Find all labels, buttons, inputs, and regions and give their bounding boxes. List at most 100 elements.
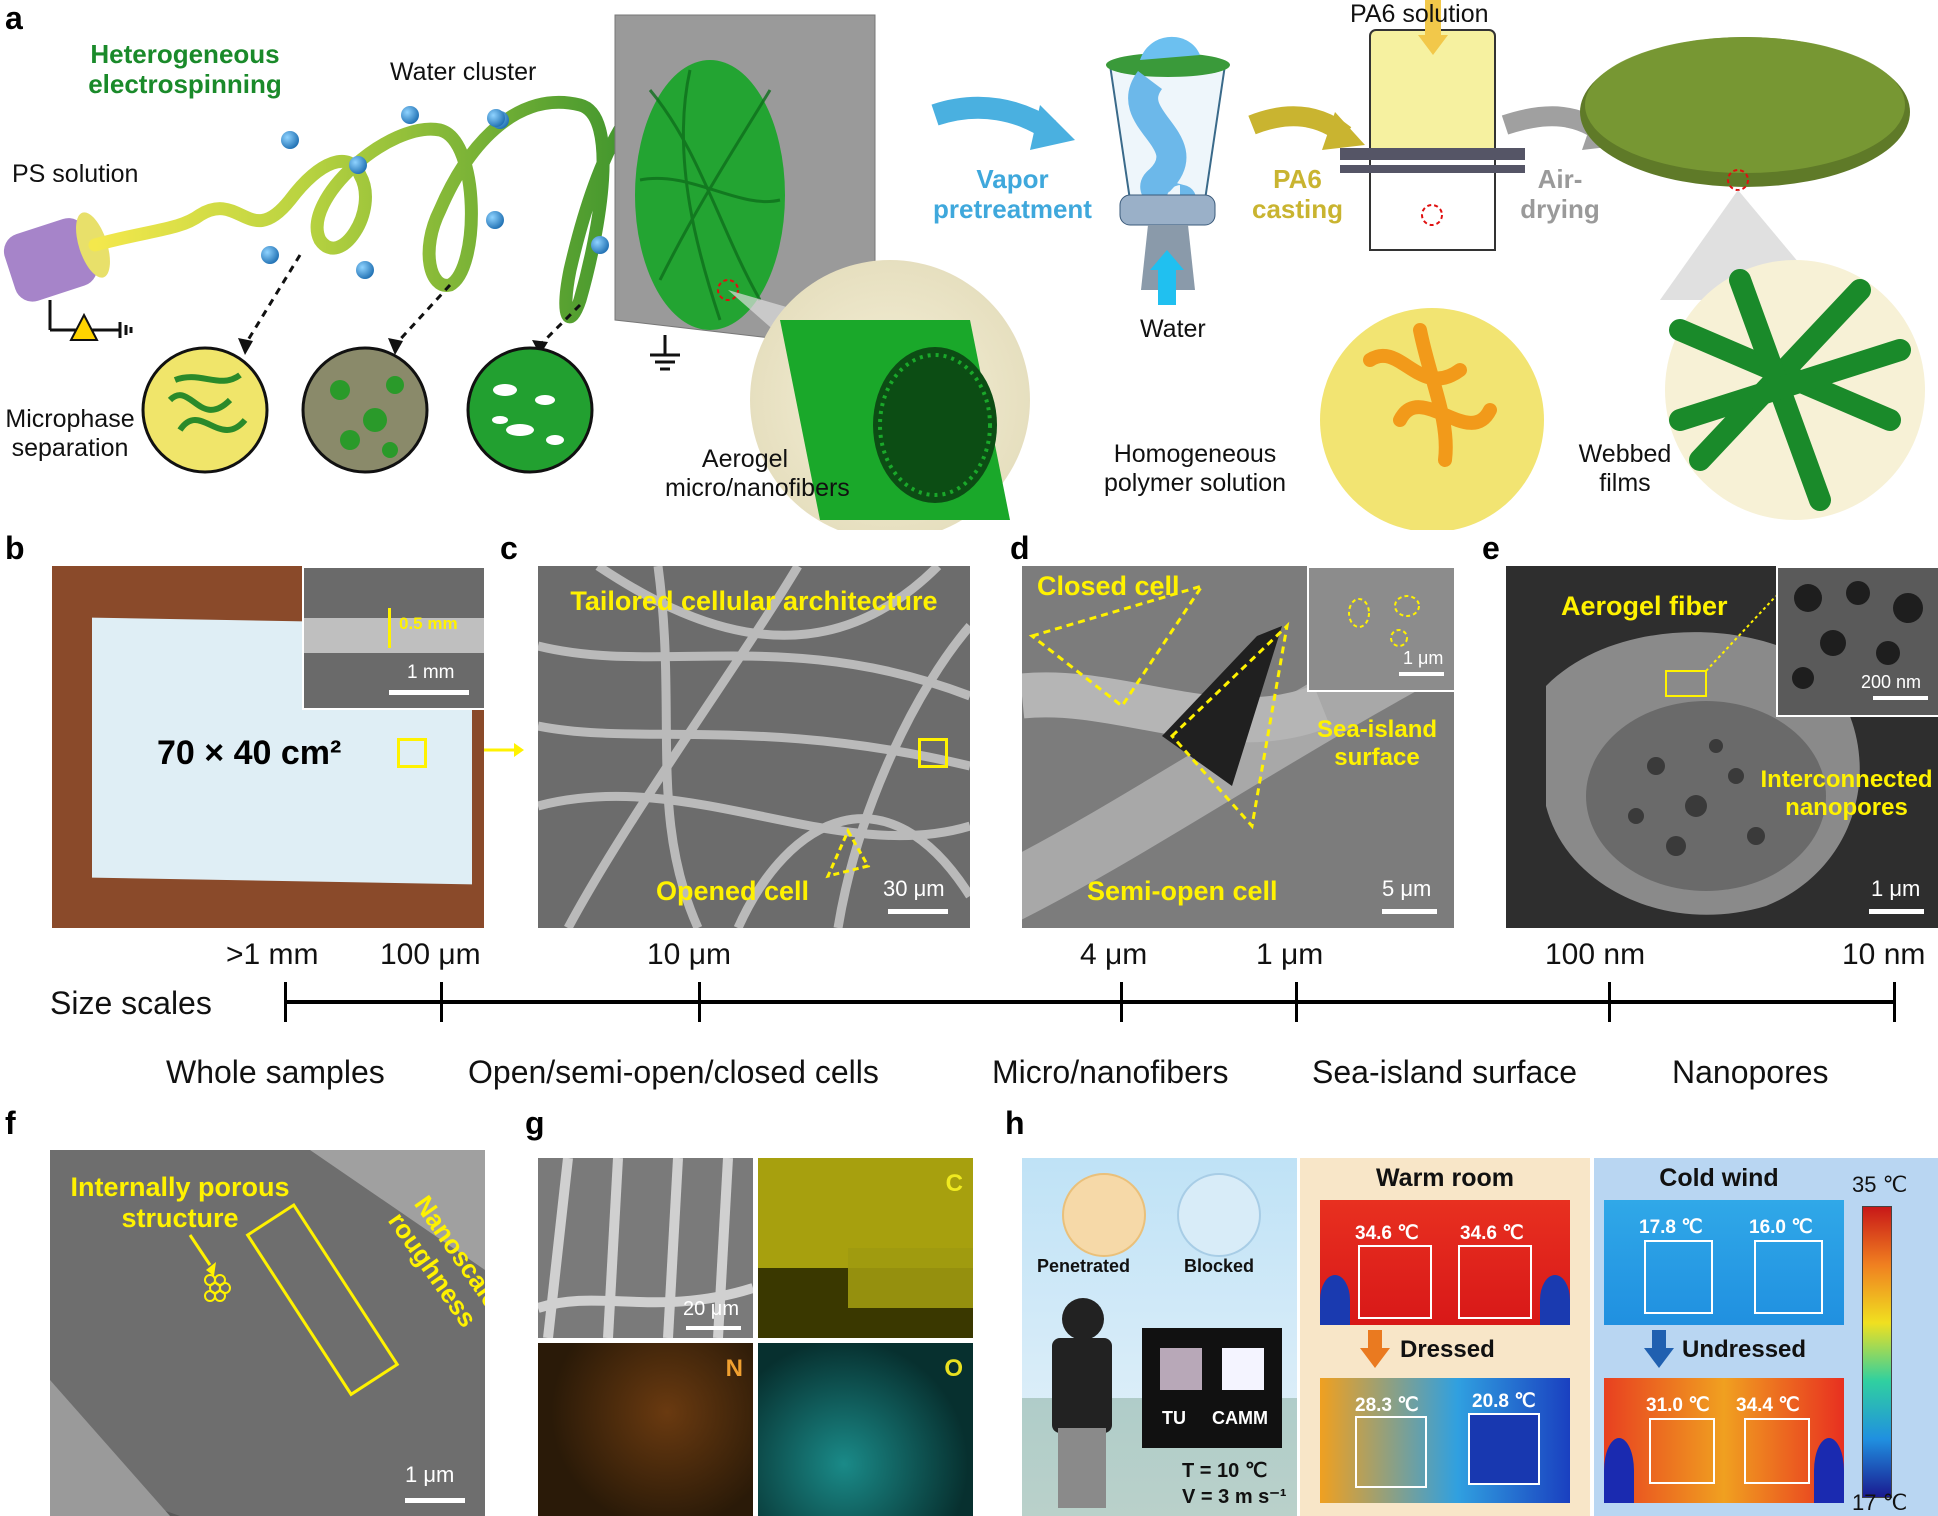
sem-image-d: 1 μm Closed cell Semi-open cell Sea-isla… [1022, 566, 1454, 928]
tem-image-f: Internally porous structure Nanoscale ro… [50, 1150, 485, 1516]
scale-top-label: 10 nm [1842, 938, 1926, 971]
penetrated-icon [1062, 1173, 1146, 1257]
temp-value: 28.3 ℃ [1355, 1395, 1419, 1416]
panel-a-schematic [3, 0, 1925, 530]
temp-value: 34.6 ℃ [1355, 1223, 1419, 1244]
scale-tick [284, 982, 287, 1022]
nitrogen-label: N [725, 1355, 743, 1382]
sample-size-label: 70 × 40 cm² [157, 734, 342, 772]
down-arrow-icon [1360, 1330, 1390, 1368]
size-scales-label: Size scales [50, 985, 212, 1021]
ground-icon [650, 335, 680, 371]
scale-bottom-label: Sea-island surface [1312, 1054, 1578, 1090]
thermal-image-cold-bottom: 31.0 ℃ 34.4 ℃ [1604, 1378, 1844, 1503]
nanopore-inset: 200 nm [1776, 566, 1938, 717]
webbed-films-label: Webbed films [1578, 440, 1672, 497]
wearer-illustration: Penetrated Blocked TU CAMM T = 10 ℃ V = … [1022, 1158, 1297, 1516]
color-bar [1862, 1206, 1892, 1498]
inset-scale-e: 200 nm [1861, 672, 1922, 692]
thermal-image-warm-top: 34.6 ℃ 34.6 ℃ [1320, 1200, 1570, 1325]
dressed-label: Dressed [1400, 1336, 1495, 1363]
cold-wind-panel: Cold wind 17.8 ℃ 16.0 ℃ Undressed 31.0 ℃… [1594, 1158, 1938, 1516]
scale-tick [1608, 982, 1611, 1022]
temperature-label: T = 10 ℃ [1182, 1460, 1268, 1482]
penetrated-label: Penetrated [1037, 1256, 1131, 1276]
scale-top-label: 1 μm [1256, 938, 1324, 971]
pa6-solution-label: PA6 solution [1350, 0, 1489, 28]
person-body [1052, 1338, 1112, 1433]
vapor-pretreatment-label: Vapor pretreatment [933, 164, 1092, 224]
temp-value: 34.6 ℃ [1460, 1223, 1524, 1244]
person-legs [1058, 1428, 1106, 1508]
scale-label-d: 5 μm [1382, 876, 1432, 901]
color-bar-max: 35 ℃ [1852, 1172, 1908, 1197]
tailored-architecture-label: Tailored cellular architecture [570, 586, 938, 616]
carbon-map: C [758, 1158, 973, 1338]
heterogeneous-electrospinning-label: Heterogeneous electrospinning [88, 39, 282, 99]
temp-value: 17.8 ℃ [1639, 1217, 1703, 1238]
thickness-label: 0.5 mm [399, 614, 458, 633]
scale-label-f: 1 μm [405, 1462, 455, 1487]
air-drying-label: Air-drying [1520, 164, 1600, 224]
zoom-arrows [243, 254, 582, 347]
panel-label-g: g [525, 1105, 545, 1141]
nitrogen-map: N [538, 1343, 753, 1516]
color-bar-min: 17 ℃ [1852, 1490, 1908, 1515]
sample-photo: 0.5 mm 1 mm 70 × 40 cm² [52, 566, 484, 928]
person-head [1062, 1298, 1104, 1340]
sample-photo-h: TU CAMM [1142, 1328, 1282, 1448]
pa6-casting-label: PA6 casting [1251, 164, 1344, 224]
panel-label-d: d [1010, 530, 1030, 566]
temp-value: 34.4 ℃ [1736, 1395, 1800, 1416]
cold-wind-label: Cold wind [1659, 1164, 1779, 1192]
scale-tick [1295, 982, 1298, 1022]
blocked-icon [1177, 1173, 1261, 1257]
scale-axis [284, 1000, 1896, 1004]
scale-top-label: 100 nm [1545, 938, 1646, 971]
interconnected-nanopores-label: Interconnected nanopores [1760, 766, 1933, 821]
scale-label-c: 30 μm [883, 876, 945, 901]
scale-label-g: 20 μm [683, 1298, 739, 1320]
warm-room-panel: Warm room 34.6 ℃ 34.6 ℃ Dressed 28.3 ℃ 2… [1300, 1158, 1590, 1516]
down-arrow-icon [1644, 1330, 1674, 1368]
scale-bottom-label: Open/semi-open/closed cells [468, 1054, 879, 1090]
blocked-label: Blocked [1184, 1256, 1255, 1276]
oxygen-map: O [758, 1343, 973, 1516]
water-droplets [261, 106, 609, 279]
microphase-separation-label: Microphase separation [5, 405, 135, 462]
oxygen-label: O [944, 1355, 963, 1382]
water-cluster-label: Water cluster [390, 58, 537, 86]
electrospinning-jet [88, 63, 697, 324]
wind-speed-label: V = 3 m s⁻¹ [1182, 1486, 1287, 1508]
aerogel-fibers-label: Aerogel micro/nanofibers [665, 445, 850, 502]
opened-cell-label: Opened cell [656, 876, 810, 906]
scale-tick [1893, 982, 1896, 1022]
sem-image-c: Tailored cellular architecture Opened ce… [538, 566, 970, 928]
thickness-inset: 0.5 mm 1 mm [302, 566, 484, 710]
scale-label-e: 1 μm [1871, 876, 1921, 901]
water-label: Water [1140, 315, 1206, 343]
scale-tick [440, 982, 443, 1022]
scale-top-label: >1 mm [226, 938, 319, 971]
thermal-image-warm-bottom: 28.3 ℃ 20.8 ℃ [1320, 1378, 1570, 1503]
scale-bottom-label: Nanopores [1672, 1054, 1829, 1090]
temp-value: 16.0 ℃ [1749, 1217, 1813, 1238]
porous-structure-label: Internally porous structure [70, 1172, 290, 1233]
scale-tick [698, 982, 701, 1022]
panel-label-f: f [5, 1105, 16, 1141]
scale-top-label: 10 μm [647, 938, 731, 971]
homogeneous-solution-label: Homogeneous polymer solution [1103, 440, 1287, 497]
scale-top-label: 4 μm [1080, 938, 1148, 971]
scale-top-label: 100 μm [380, 938, 481, 971]
carbon-label: C [945, 1170, 963, 1197]
sea-island-surface-label: Sea-island surface [1316, 716, 1438, 771]
warm-room-label: Warm room [1376, 1164, 1514, 1192]
panel-label-e: e [1482, 530, 1500, 566]
inset-scale-label: 1 mm [407, 662, 455, 683]
temp-value: 20.8 ℃ [1472, 1391, 1536, 1412]
sem-map-image: 20 μm [538, 1158, 753, 1338]
syringe-icon [3, 212, 110, 302]
scale-bottom-label: Whole samples [166, 1054, 385, 1090]
sem-image-e: 200 nm Aerogel fiber Interconnected nano… [1506, 566, 1938, 928]
ps-solution-label: PS solution [12, 160, 139, 188]
